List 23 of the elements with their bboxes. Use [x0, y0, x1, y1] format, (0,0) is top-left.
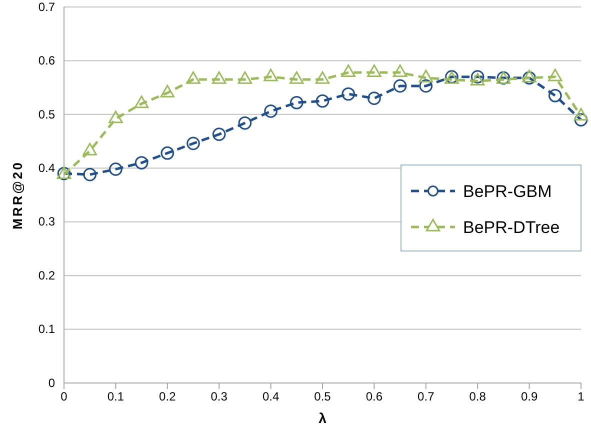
x-axis-title: λ [318, 410, 327, 426]
x-tick-label: 1 [578, 390, 585, 404]
y-tick-label: 0 [48, 376, 56, 390]
y-tick-label: 0.2 [38, 268, 56, 282]
x-tick-label: 0.1 [107, 390, 124, 404]
x-tick-label: 0.6 [366, 390, 383, 404]
y-tick-label: 0.6 [38, 54, 56, 68]
x-tick-label: 0.4 [262, 390, 280, 404]
y-tick-label: 0.4 [38, 160, 56, 175]
legend-label: BePR-DTree [463, 218, 560, 237]
x-tick-label: 0.9 [520, 390, 538, 404]
y-tick-label: 0.1 [38, 322, 56, 336]
y-tick-label: 0.5 [38, 107, 56, 122]
x-tick-label: 0.5 [314, 390, 332, 404]
y-axis-title: MRR@20 [10, 160, 25, 230]
x-tick-label: 0.7 [418, 390, 435, 404]
x-tick-label: 0.2 [159, 390, 176, 404]
x-tick-label: 0.3 [210, 390, 228, 404]
x-tick-label: 0 [60, 390, 68, 404]
legend-label: BePR-GBM [463, 182, 552, 201]
x-tick-label: 0.8 [469, 390, 486, 404]
y-tick-label: 0.7 [38, 0, 56, 14]
y-tick-label: 0.3 [38, 214, 56, 229]
